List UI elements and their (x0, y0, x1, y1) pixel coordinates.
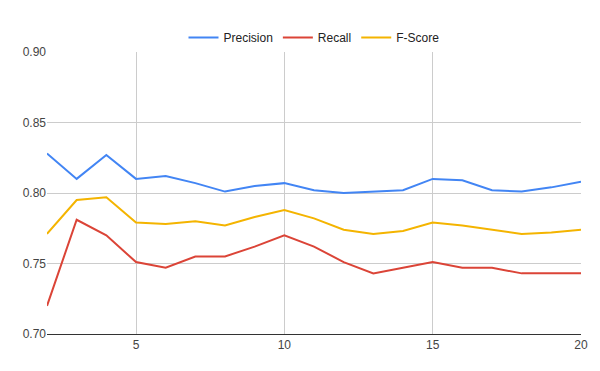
svg-text:0.80: 0.80 (23, 186, 47, 200)
svg-text:0.90: 0.90 (23, 45, 47, 59)
svg-text:15: 15 (426, 338, 440, 352)
svg-text:20: 20 (574, 338, 588, 352)
svg-text:5: 5 (133, 338, 140, 352)
svg-text:10: 10 (278, 338, 292, 352)
svg-text:0.70: 0.70 (23, 327, 47, 341)
svg-text:0.75: 0.75 (23, 257, 47, 271)
svg-text:0.85: 0.85 (23, 116, 47, 130)
svg-text:F-Score: F-Score (396, 31, 439, 45)
svg-text:Precision: Precision (224, 31, 273, 45)
svg-text:Recall: Recall (318, 31, 351, 45)
